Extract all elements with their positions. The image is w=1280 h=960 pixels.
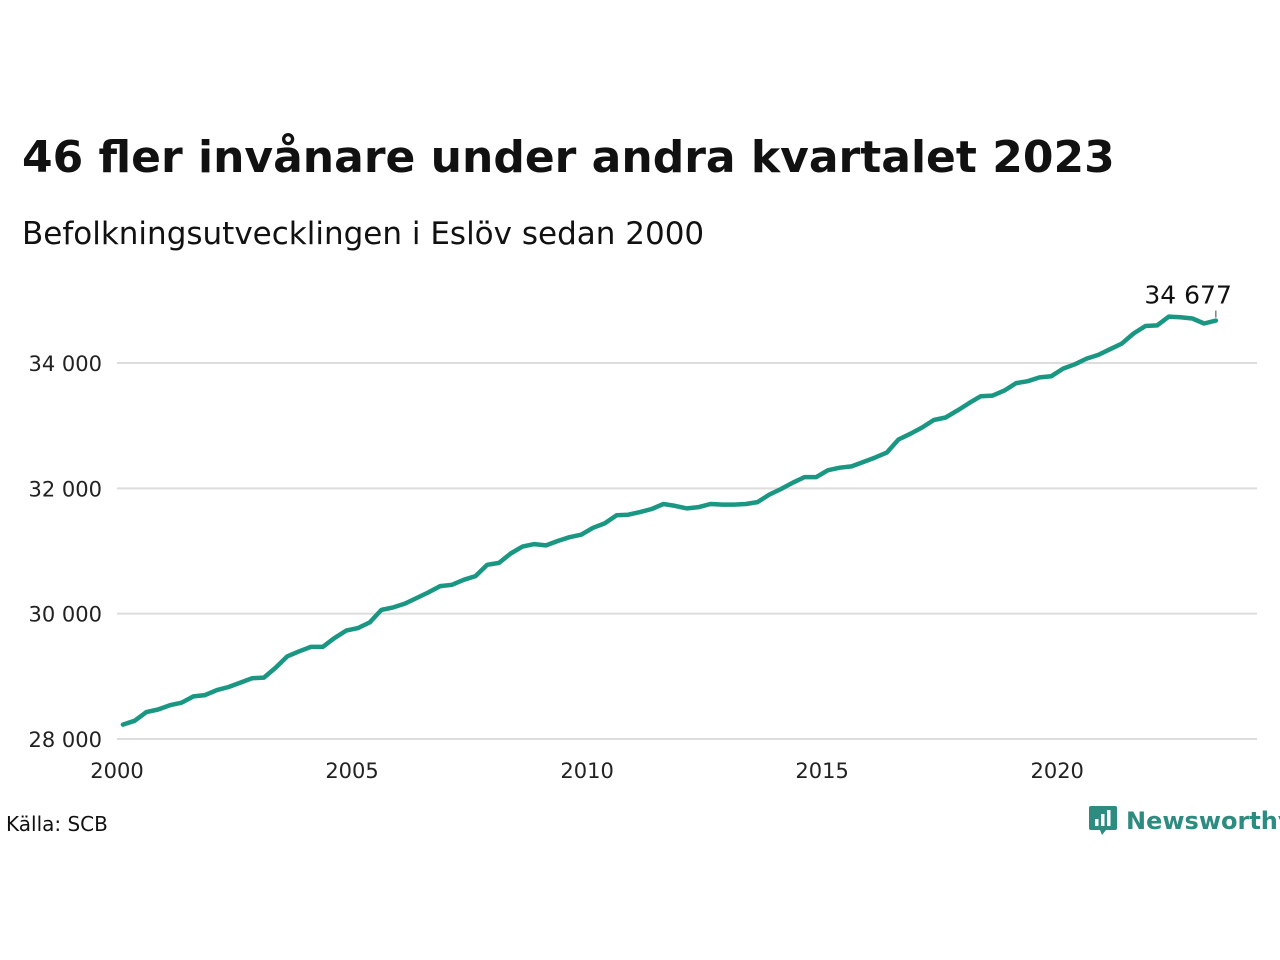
x-tick-label: 2015 (795, 759, 848, 783)
brand-name: Newsworthy (1126, 807, 1280, 835)
x-tick-label: 2020 (1030, 759, 1083, 783)
newsworthy-logo: Newsworthy (1088, 804, 1280, 838)
x-tick-label: 2005 (325, 759, 378, 783)
source-label: Källa: SCB (6, 812, 108, 836)
y-tick-label: 32 000 (29, 477, 102, 501)
chart-title: 46 fler invånare under andra kvartalet 2… (22, 132, 1115, 183)
series-line (120, 314, 1219, 727)
x-tick-label: 2010 (560, 759, 613, 783)
y-tick-label: 30 000 (29, 603, 102, 627)
x-tick-label: 2000 (90, 759, 143, 783)
line-chart: 28 000 30 000 32 000 34 000 2000 2005 2010 2015… (29, 281, 1257, 783)
y-tick-label: 34 000 (29, 352, 102, 376)
bar-chart-icon (1089, 806, 1117, 835)
chart-subtitle: Befolkningsutvecklingen i Eslöv sedan 20… (22, 216, 705, 252)
end-value-label: 34 677 (1144, 281, 1231, 310)
y-tick-label: 28 000 (29, 728, 102, 752)
